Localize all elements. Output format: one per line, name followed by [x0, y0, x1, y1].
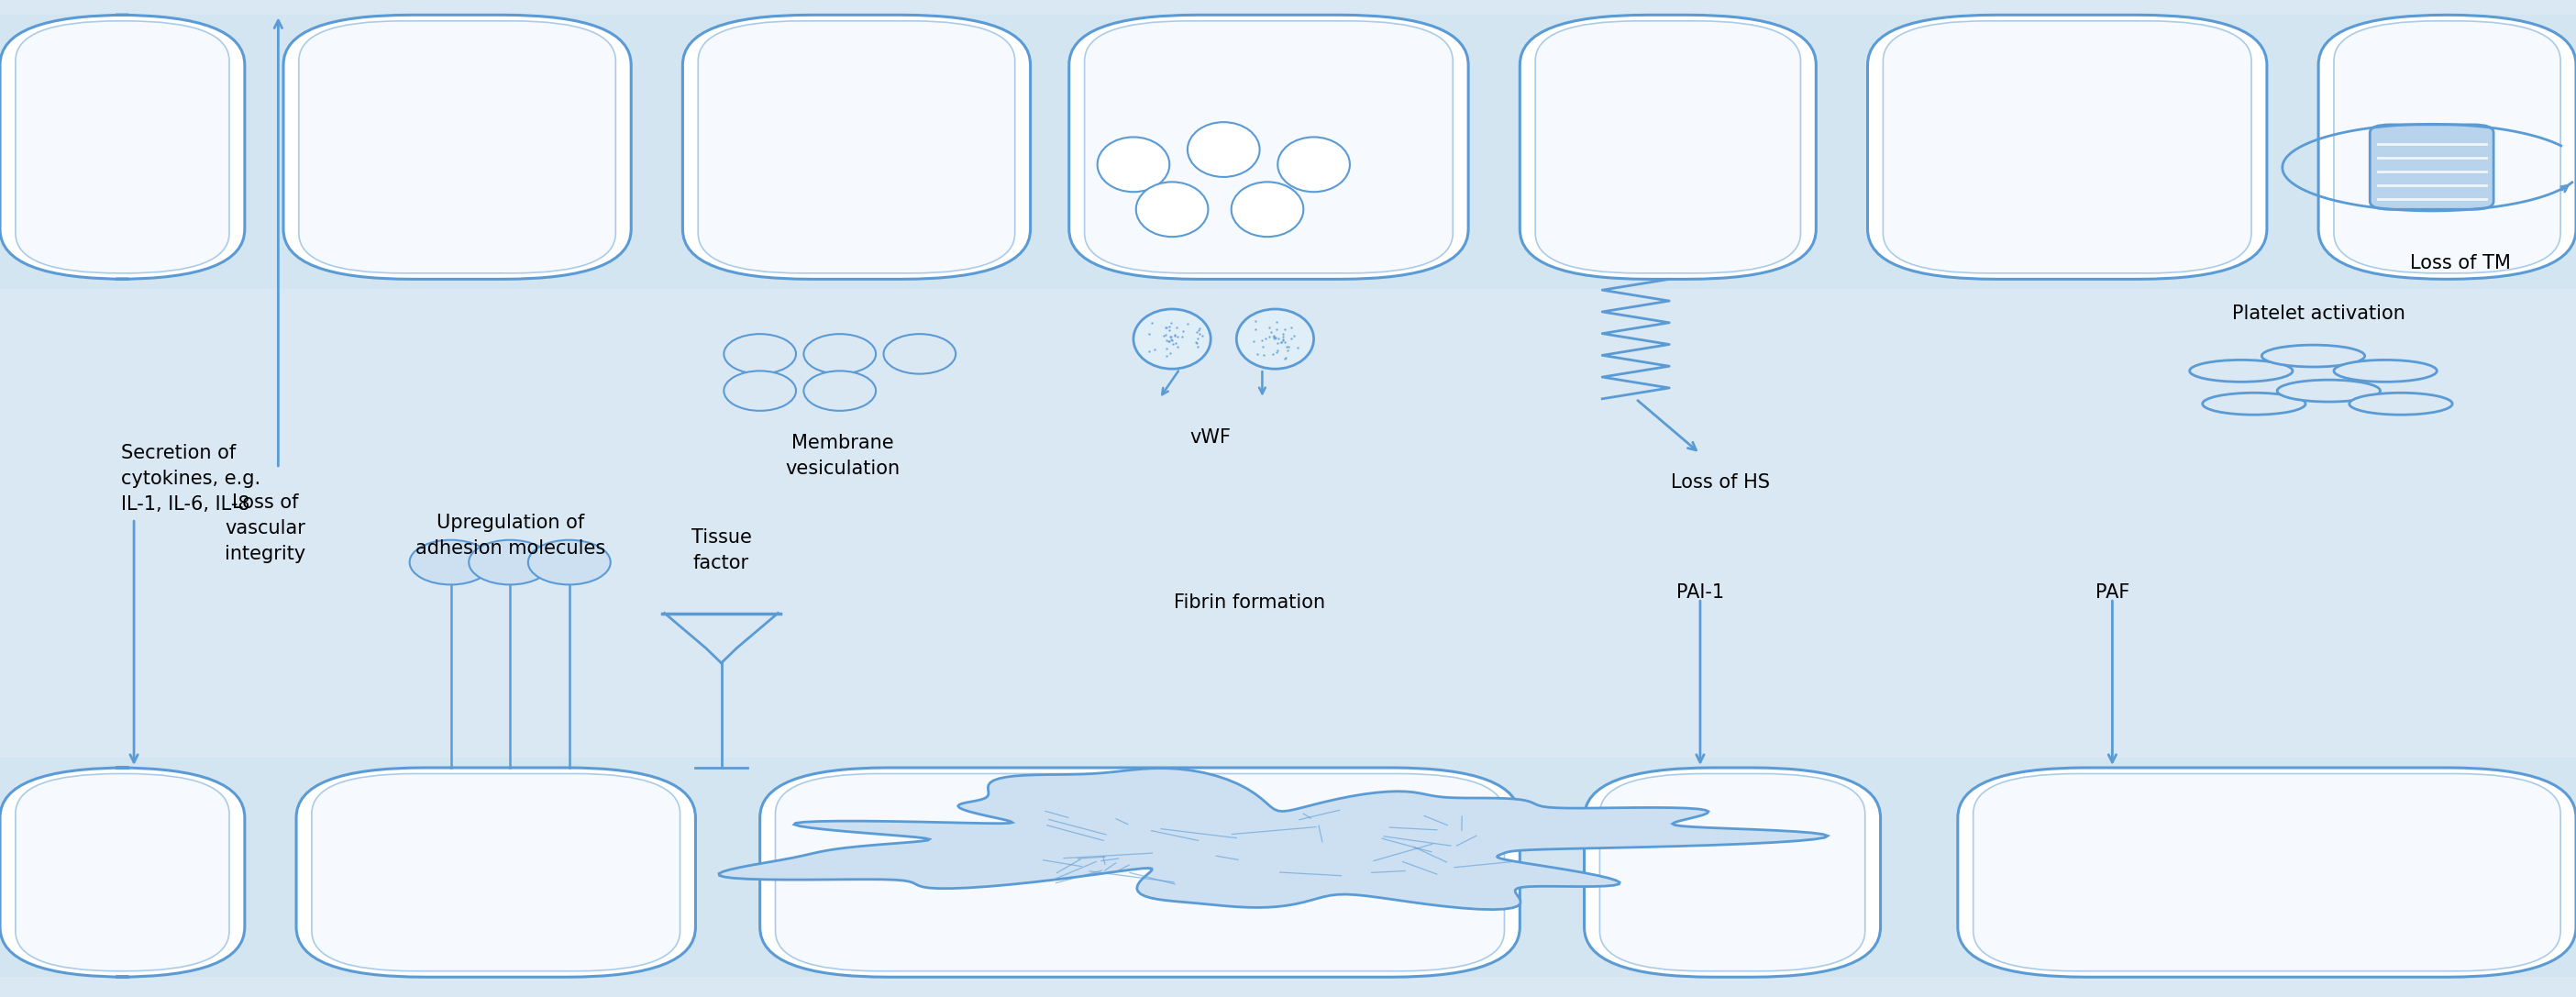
Ellipse shape — [1133, 309, 1211, 369]
FancyBboxPatch shape — [1868, 15, 2267, 279]
Text: Loss of TM: Loss of TM — [2409, 254, 2512, 272]
FancyBboxPatch shape — [2318, 15, 2576, 279]
Text: Loss of
vascular
integrity: Loss of vascular integrity — [224, 494, 307, 563]
Ellipse shape — [804, 334, 876, 374]
Polygon shape — [719, 769, 1826, 909]
Text: PAI-1: PAI-1 — [1677, 583, 1723, 601]
Ellipse shape — [804, 371, 876, 411]
Text: Membrane
vesiculation: Membrane vesiculation — [786, 434, 899, 478]
Ellipse shape — [2202, 393, 2306, 415]
Ellipse shape — [724, 334, 796, 374]
FancyBboxPatch shape — [1535, 21, 1801, 273]
Text: Upregulation of
adhesion molecules: Upregulation of adhesion molecules — [415, 513, 605, 557]
FancyBboxPatch shape — [299, 21, 616, 273]
Ellipse shape — [1097, 137, 1170, 192]
FancyBboxPatch shape — [0, 768, 245, 977]
Ellipse shape — [1236, 309, 1314, 369]
FancyBboxPatch shape — [15, 774, 229, 971]
FancyBboxPatch shape — [2334, 21, 2561, 273]
FancyBboxPatch shape — [296, 768, 696, 977]
Ellipse shape — [469, 540, 551, 584]
Ellipse shape — [1278, 137, 1350, 192]
FancyBboxPatch shape — [1520, 15, 1816, 279]
FancyBboxPatch shape — [1973, 774, 2561, 971]
Ellipse shape — [1231, 181, 1303, 237]
FancyBboxPatch shape — [283, 15, 631, 279]
FancyBboxPatch shape — [775, 774, 1504, 971]
FancyBboxPatch shape — [1584, 768, 1880, 977]
Text: Loss of HS: Loss of HS — [1672, 474, 1770, 492]
Text: PAF: PAF — [2094, 583, 2130, 601]
Ellipse shape — [724, 371, 796, 411]
FancyBboxPatch shape — [2370, 125, 2494, 209]
Text: Secretion of
cytokines, e.g.
IL-1, IL-6, IL-8: Secretion of cytokines, e.g. IL-1, IL-6,… — [121, 444, 260, 513]
FancyBboxPatch shape — [1883, 21, 2251, 273]
FancyBboxPatch shape — [1958, 768, 2576, 977]
Text: Tissue
factor: Tissue factor — [690, 528, 752, 572]
Ellipse shape — [1188, 123, 1260, 177]
FancyBboxPatch shape — [0, 758, 2576, 977]
FancyBboxPatch shape — [760, 768, 1520, 977]
FancyBboxPatch shape — [15, 21, 229, 273]
FancyBboxPatch shape — [698, 21, 1015, 273]
FancyBboxPatch shape — [0, 15, 245, 279]
FancyBboxPatch shape — [1069, 15, 1468, 279]
FancyBboxPatch shape — [683, 15, 1030, 279]
Ellipse shape — [884, 334, 956, 374]
Text: vWF: vWF — [1190, 429, 1231, 447]
Ellipse shape — [1136, 181, 1208, 237]
Ellipse shape — [2334, 360, 2437, 382]
Ellipse shape — [410, 540, 492, 584]
Text: Platelet activation: Platelet activation — [2231, 304, 2406, 322]
FancyBboxPatch shape — [1600, 774, 1865, 971]
Ellipse shape — [528, 540, 611, 584]
Text: Fibrin formation: Fibrin formation — [1175, 593, 1324, 611]
Ellipse shape — [2190, 360, 2293, 382]
FancyBboxPatch shape — [312, 774, 680, 971]
Ellipse shape — [2349, 393, 2452, 415]
FancyBboxPatch shape — [0, 15, 2576, 289]
FancyBboxPatch shape — [1084, 21, 1453, 273]
Ellipse shape — [2262, 345, 2365, 367]
Ellipse shape — [2277, 380, 2380, 402]
